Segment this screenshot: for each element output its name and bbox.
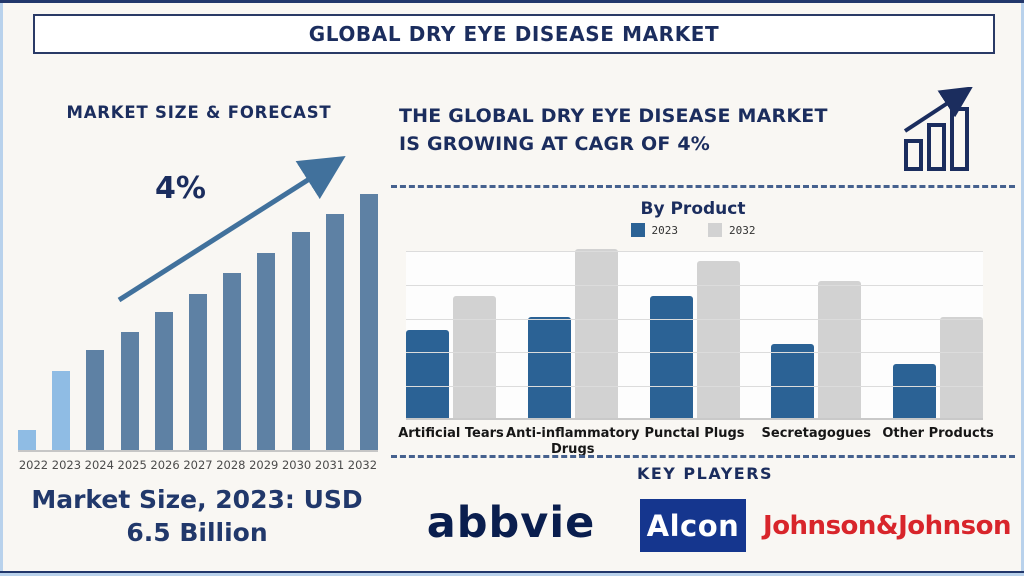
year-tick-2027: 2027	[183, 458, 213, 472]
category-label: Secretagogues	[761, 426, 871, 441]
forecast-bar-chart	[18, 190, 378, 452]
dashed-divider-bottom	[391, 455, 1015, 458]
forecast-bar-2022	[18, 429, 36, 450]
bar-2023-anti-inflammatory-drugs	[527, 316, 571, 418]
bar-2032-artificial-tears	[453, 296, 496, 418]
gridline	[406, 386, 983, 388]
bar-2032-anti-inflammatory-drugs	[574, 249, 618, 418]
legend-swatch-2032	[708, 223, 722, 237]
dashed-divider-top	[391, 185, 1015, 188]
forecast-bar-2032	[359, 194, 378, 450]
market-size-caption: Market Size, 2023: USD 6.5 Billion	[31, 485, 363, 547]
bar-2032-other-products	[940, 316, 983, 418]
legend-item-2032: 2032	[708, 223, 756, 237]
forecast-bar-2029	[257, 252, 276, 450]
category-label-slot: Secretagogues	[762, 426, 871, 459]
legend-swatch-2023	[630, 223, 645, 237]
bar-group-artificial-tears	[406, 296, 496, 418]
year-tick-2026: 2026	[150, 458, 180, 472]
category-label: Anti-inflammatory Drugs	[506, 426, 640, 458]
by-product-title: By Product	[640, 199, 746, 219]
year-tick-2022: 2022	[18, 458, 49, 472]
growth-trend-arrow	[117, 155, 346, 303]
johnson-and-johnson-logo: Johnson&Johnson	[763, 510, 1011, 541]
title-banner: GLOBAL DRY EYE DISEASE MARKET	[33, 14, 995, 54]
forecast-bar-2028	[223, 273, 242, 450]
by-product-chart	[406, 249, 983, 420]
forecast-bar-2024	[86, 350, 105, 450]
product-bar-groups	[406, 249, 983, 418]
bar-group-secretagogues	[771, 281, 862, 418]
cagr-value-label: 4%	[155, 171, 206, 206]
headline-line2: IS GROWING AT CAGR OF 4%	[399, 132, 710, 155]
gridline	[406, 284, 983, 286]
year-tick-2029: 2029	[249, 458, 279, 472]
year-tick-2030: 2030	[281, 458, 312, 472]
abbvie-logo: abbvie	[426, 498, 596, 548]
year-tick-2028: 2028	[216, 458, 246, 472]
category-label-slot: Punctal Plugs	[645, 426, 745, 459]
bar-group-anti-inflammatory-drugs	[527, 249, 618, 418]
year-tick-2023: 2023	[51, 458, 82, 472]
frame-bottom-border	[0, 571, 1024, 573]
gridline	[406, 352, 983, 354]
gridline	[406, 251, 983, 252]
bar-group-other-products	[893, 316, 983, 418]
forecast-bar-2023	[52, 370, 71, 450]
legend-item-2023: 2023	[630, 223, 679, 237]
bar-chart-growth-icon	[903, 87, 974, 171]
forecast-bar-2025	[120, 332, 139, 450]
headline: THE GLOBAL DRY EYE DISEASE MARKET IS GRO…	[399, 103, 899, 158]
category-label: Punctal Plugs	[644, 426, 745, 441]
frame-top-border	[0, 0, 1024, 3]
legend-label-2032: 2032	[729, 223, 756, 237]
bar-2023-artificial-tears	[406, 330, 449, 418]
forecast-bar-2031	[325, 214, 344, 450]
bar-2032-secretagogues	[818, 281, 862, 418]
bar-2023-secretagogues	[771, 343, 815, 418]
category-label-slot: Artificial Tears	[398, 426, 504, 459]
bar-2032-punctal-plugs	[696, 260, 740, 418]
bar-2023-other-products	[893, 363, 936, 418]
product-chart-legend: 2023 2032	[543, 223, 843, 237]
alcon-logo: Alcon	[640, 499, 746, 552]
forecast-bar-2027	[188, 293, 207, 450]
category-label: Artificial Tears	[398, 426, 504, 441]
category-label-slot: Other Products	[882, 426, 993, 459]
category-label: Other Products	[882, 426, 994, 441]
headline-line1: THE GLOBAL DRY EYE DISEASE MARKET	[399, 105, 828, 127]
bar-2023-punctal-plugs	[649, 296, 693, 418]
year-tick-2025: 2025	[117, 458, 147, 472]
page-title: GLOBAL DRY EYE DISEASE MARKET	[308, 22, 720, 46]
gridline	[406, 318, 983, 320]
forecast-year-axis: 2022 2023 2024 2025 2026 2027 2028 2029 2030 2031…	[18, 458, 378, 472]
forecast-bar-2030	[291, 232, 310, 450]
forecast-bar-2026	[154, 311, 173, 450]
year-tick-2031: 2031	[314, 458, 345, 472]
year-tick-2024: 2024	[84, 458, 114, 472]
key-players-heading: KEY PLAYERS	[636, 464, 774, 483]
year-tick-2032: 2032	[347, 458, 378, 472]
product-category-axis: Artificial Tears Anti-inflammatory Drugs P…	[398, 426, 993, 459]
bar-group-punctal-plugs	[649, 260, 740, 418]
legend-label-2023: 2023	[651, 223, 679, 237]
category-label-slot: Anti-inflammatory Drugs	[506, 426, 639, 459]
market-size-forecast-heading: MARKET SIZE & FORECAST	[66, 103, 332, 122]
